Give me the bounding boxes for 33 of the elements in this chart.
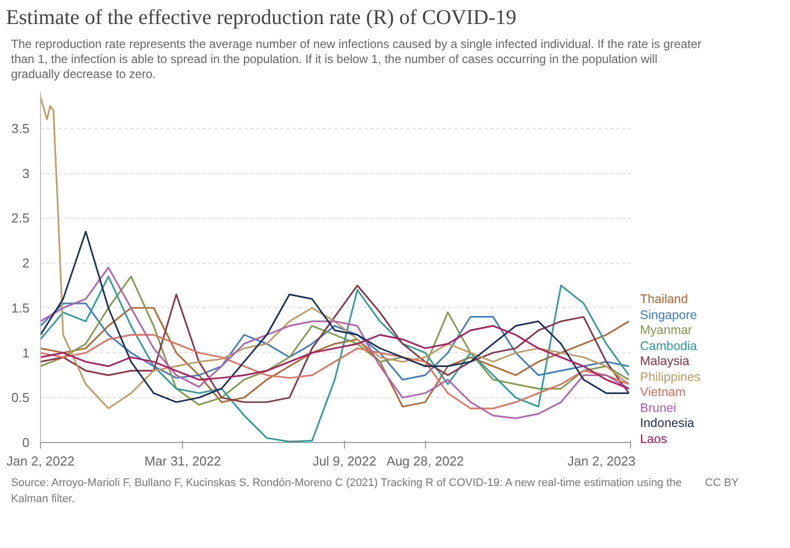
x-tick-label: Aug 28, 2022 xyxy=(386,454,464,468)
series-label: Philippines xyxy=(640,370,700,384)
y-tick-label: 3 xyxy=(22,166,30,181)
series-label: Brunei xyxy=(640,400,676,414)
series-label: Malaysia xyxy=(640,354,690,368)
series-label: Vietnam xyxy=(640,385,686,399)
text: Myanmar xyxy=(640,323,692,337)
line-series xyxy=(40,302,630,380)
line-series xyxy=(40,334,630,410)
line-series xyxy=(40,230,630,403)
line-series xyxy=(40,325,630,390)
x-tick-label: Mar 31, 2022 xyxy=(144,454,222,468)
chart-title: Estimate of the effective reproduction rate (R) of COVID-19 xyxy=(6,4,516,31)
y-tick-label: 3.5 xyxy=(11,120,30,136)
text: CC BY xyxy=(705,476,739,491)
x-tick-label: Jan 2, 2023 xyxy=(568,454,636,468)
y-tick-label: 2.5 xyxy=(11,210,30,226)
y-tick-label: 0 xyxy=(22,435,30,450)
line-series xyxy=(40,96,630,410)
source-note: Source: Arroyo-Marioli F, Bullano F, Kucinskas S, Rondón-Moreno C (2021) Tracking R of COVID-19: A new real-time estimation using the Kalman filter. xyxy=(11,476,683,507)
line-series xyxy=(40,307,630,408)
text: Singapore xyxy=(640,308,697,322)
y-tick-label: 0.5 xyxy=(11,390,30,406)
y-tick-label: 2 xyxy=(22,256,30,271)
text: Laos xyxy=(640,432,668,446)
x-tick-label: Jul 9, 2022 xyxy=(312,454,376,468)
y-tick-label: 1.5 xyxy=(11,300,30,316)
chart-subtitle: The reproduction rate represents the average number of new infections caused by a single infected individual. If the rate is greater than 1, the infection is able to spread in the population. If it is below 1, the number of cases occurring in the population will gradually decrease to zero. xyxy=(11,37,702,82)
series-label: Cambodia xyxy=(640,338,697,352)
y-tick-label: 1 xyxy=(22,345,30,360)
x-tick-label: Jan 2, 2022 xyxy=(6,454,74,468)
series-label: Thailand xyxy=(640,292,688,306)
text: Indonesia xyxy=(640,416,694,430)
